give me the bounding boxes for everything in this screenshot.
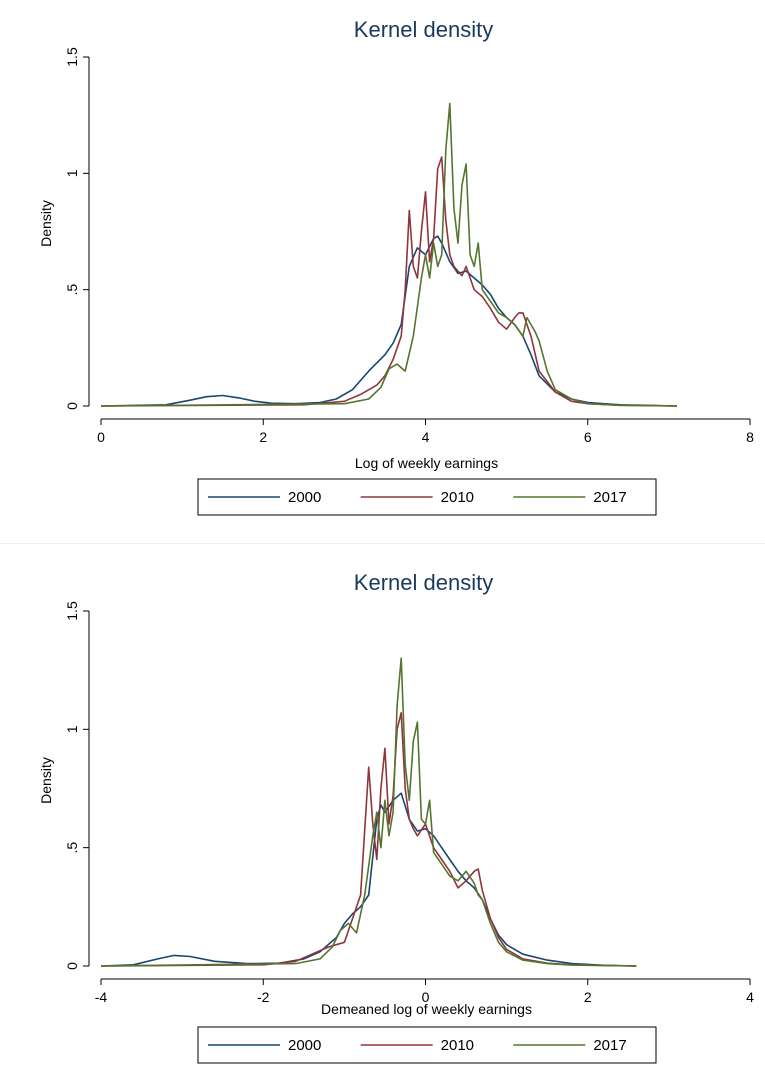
x-tick-label: 2 [584, 989, 592, 1005]
series-line-2010 [100, 156, 678, 407]
legend-label-2017: 2017 [593, 489, 626, 506]
x-axis-title: Demeaned log of weekly earnings [321, 1001, 532, 1017]
plot-area [100, 102, 678, 407]
x-tick-label: 0 [422, 989, 430, 1005]
x-tick-label: -2 [257, 989, 270, 1005]
x-tick-label: 8 [746, 429, 754, 445]
kernel-density-chart-bottom: Kernel density 0 .5 1 1.5 -4 -2 0 2 4 Demeaned log… [38, 570, 754, 1064]
y-tick-label: 1 [64, 725, 80, 733]
panel-divider [0, 543, 765, 544]
y-axis-title: Density [38, 757, 54, 804]
y-axis-title: Density [38, 200, 54, 247]
y-tick-label: .5 [64, 842, 80, 854]
legend-label-2000: 2000 [288, 1037, 321, 1054]
kernel-density-chart-top: Kernel density 0 .5 1 1.5 0 2 4 6 8 Log of weekly … [38, 17, 754, 516]
legend: 2000 2010 2017 [197, 478, 657, 516]
x-tick-label: -4 [95, 989, 108, 1005]
series-line-2000 [100, 235, 678, 407]
series-line-2000 [100, 792, 637, 967]
legend: 2000 2010 2017 [197, 1026, 657, 1064]
y-tick-label: 0 [64, 402, 80, 410]
x-tick-label: 6 [584, 429, 592, 445]
legend-label-2010: 2010 [441, 489, 474, 506]
series-line-2017 [100, 102, 678, 407]
y-tick-label: 1 [64, 169, 80, 177]
chart-title: Kernel density [354, 17, 493, 42]
y-tick-label: 1.5 [64, 47, 80, 67]
y-tick-label: 0 [64, 962, 80, 970]
chart-title: Kernel density [354, 570, 493, 595]
series-line-2017 [100, 657, 637, 967]
x-axis-title: Log of weekly earnings [355, 455, 498, 471]
chart-panel-bottom: Kernel density 0 .5 1 1.5 -4 -2 0 2 4 Demeaned log… [0, 550, 765, 1088]
y-tick-label: .5 [64, 284, 80, 296]
series-line-2010 [100, 712, 637, 967]
x-tick-label: 2 [259, 429, 267, 445]
legend-label-2017: 2017 [593, 1037, 626, 1054]
plot-area [100, 657, 637, 967]
x-tick-label: 0 [97, 429, 105, 445]
x-tick-label: 4 [422, 429, 430, 445]
y-tick-label: 1.5 [64, 601, 80, 621]
chart-panel-top: Kernel density 0 .5 1 1.5 0 2 4 6 8 Log of weekly … [0, 0, 765, 540]
x-tick-label: 4 [746, 989, 754, 1005]
legend-label-2000: 2000 [288, 489, 321, 506]
legend-label-2010: 2010 [441, 1037, 474, 1054]
